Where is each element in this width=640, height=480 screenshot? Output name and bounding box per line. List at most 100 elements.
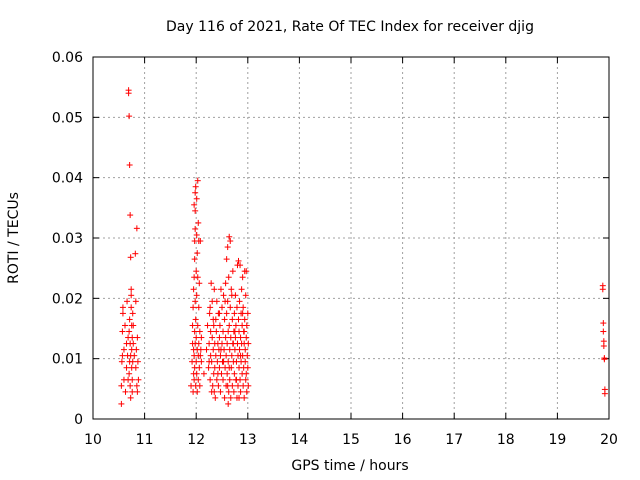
data-point: [118, 400, 125, 407]
data-point: [224, 370, 231, 377]
data-point: [243, 388, 250, 395]
x-axis-label: GPS time / hours: [291, 458, 408, 474]
data-point: [223, 352, 230, 359]
data-point: [601, 356, 608, 363]
data-point: [212, 394, 219, 401]
data-point: [222, 298, 229, 305]
data-point: [226, 233, 233, 240]
data-point: [129, 334, 136, 341]
data-point: [211, 388, 218, 395]
data-point: [244, 352, 251, 359]
data-point: [244, 364, 251, 371]
data-point: [241, 394, 248, 401]
data-point: [195, 219, 202, 226]
data-point: [236, 298, 243, 305]
data-point: [207, 304, 214, 311]
data-point: [227, 394, 234, 401]
data-point: [120, 346, 127, 353]
data-point: [196, 382, 203, 389]
data-point: [200, 370, 207, 377]
data-point: [119, 352, 126, 359]
data-point: [223, 256, 230, 263]
data-point: [126, 328, 133, 335]
data-point: [237, 388, 244, 395]
data-point: [132, 250, 139, 257]
data-point: [193, 358, 200, 365]
data-point: [127, 212, 134, 219]
data-point: [244, 310, 251, 317]
data-point: [216, 334, 223, 341]
data-point: [192, 183, 199, 190]
data-point: [127, 394, 134, 401]
data-point: [230, 340, 237, 347]
x-tick-label: 12: [187, 432, 205, 448]
data-point: [196, 364, 203, 371]
data-point: [134, 358, 141, 365]
data-point: [234, 382, 241, 389]
data-point: [128, 304, 135, 311]
data-point: [124, 298, 131, 305]
data-point: [210, 322, 217, 329]
data-point: [219, 340, 225, 347]
data-point: [217, 352, 224, 359]
data-point: [192, 316, 199, 323]
data-point: [224, 244, 231, 251]
data-point: [222, 280, 229, 287]
data-point: [227, 238, 234, 245]
data-point: [600, 342, 607, 349]
data-point: [193, 334, 200, 341]
data-point: [195, 376, 202, 383]
data-point: [190, 304, 197, 311]
data-point: [123, 364, 130, 371]
data-point: [213, 328, 220, 335]
data-point: [197, 346, 204, 353]
x-tick-label: 14: [290, 432, 308, 448]
data-point: [118, 382, 125, 389]
data-point: [221, 316, 228, 323]
data-point: [233, 376, 240, 383]
data-point: [195, 340, 202, 347]
data-point: [242, 358, 249, 365]
data-point: [243, 334, 250, 341]
data-point: [217, 346, 224, 353]
data-point: [235, 316, 242, 323]
data-point: [216, 310, 223, 317]
data-point: [133, 382, 140, 389]
data-point: [192, 298, 199, 305]
data-point: [129, 376, 136, 383]
data-point: [239, 310, 246, 317]
data-point: [125, 90, 132, 97]
y-tick-label: 0.06: [52, 50, 83, 66]
data-point: [224, 382, 231, 389]
data-point: [236, 346, 243, 353]
y-tick-label: 0.04: [52, 171, 83, 187]
data-point: [239, 274, 246, 281]
data-point: [134, 388, 141, 395]
data-point: [126, 370, 133, 377]
data-point: [126, 113, 133, 120]
data-point: [194, 322, 201, 329]
data-point: [224, 340, 231, 347]
data-point: [191, 328, 198, 335]
data-point: [226, 364, 233, 371]
data-point: [601, 390, 608, 397]
data-point: [193, 195, 200, 202]
x-tick-label: 16: [394, 432, 412, 448]
data-point: [238, 286, 245, 293]
y-tick-labels: 0 0.01 0.02 0.03 0.04 0.05 0.06: [52, 50, 83, 428]
x-tick-label: 19: [548, 432, 566, 448]
data-point: [122, 388, 129, 395]
data-point: [194, 388, 201, 395]
data-point: [243, 322, 250, 329]
data-point: [206, 310, 213, 317]
data-point: [221, 394, 228, 401]
data-point: [222, 334, 229, 341]
x-tick-label: 10: [84, 432, 102, 448]
data-point: [129, 358, 136, 365]
data-point: [243, 268, 250, 275]
data-points: [118, 87, 608, 407]
data-point: [191, 256, 198, 263]
data-point: [231, 328, 238, 335]
data-point: [228, 292, 235, 299]
